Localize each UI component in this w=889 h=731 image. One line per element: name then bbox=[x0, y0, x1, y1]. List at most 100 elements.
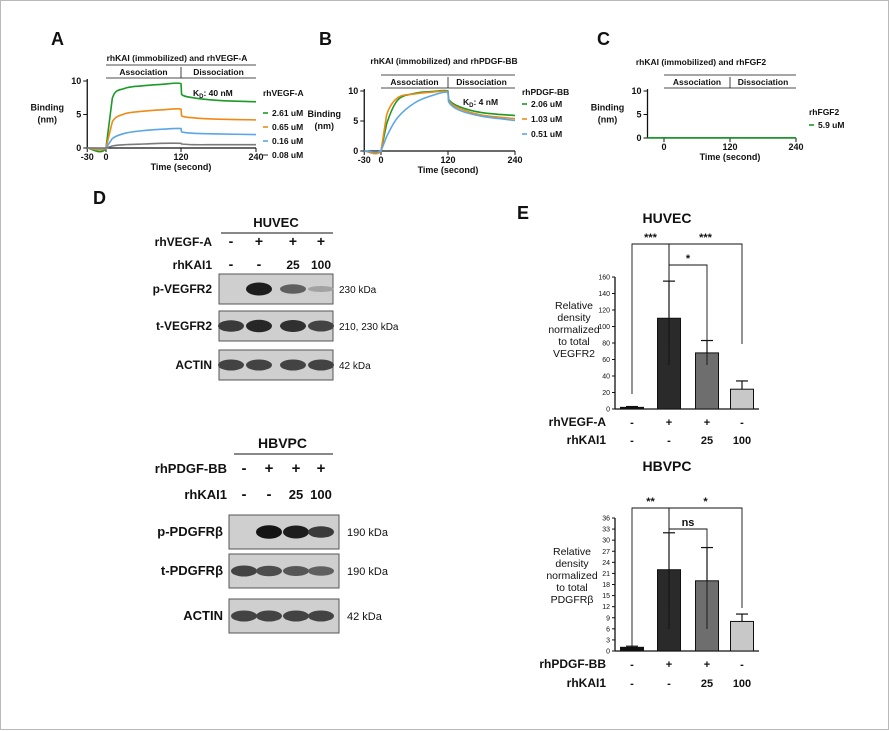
blot-band bbox=[246, 319, 272, 333]
panel-label-e: E bbox=[517, 203, 529, 223]
treatment-label: rhKAI1 bbox=[173, 258, 213, 272]
y-tick-label: 24 bbox=[602, 560, 610, 567]
treatment-value: + bbox=[265, 460, 274, 477]
band-label: t-VEGFR2 bbox=[156, 319, 212, 333]
blot-band bbox=[308, 286, 334, 292]
y-axis-label: Binding bbox=[591, 103, 625, 113]
y-axis-label: Binding bbox=[308, 109, 342, 119]
y-tick-label: 0 bbox=[606, 407, 610, 414]
x-axis-label: Time (second) bbox=[418, 165, 479, 175]
spr-title: rhKAI (immobilized) and rhPDGF-BB bbox=[370, 56, 517, 66]
legend-title: rhFGF2 bbox=[809, 107, 839, 117]
western-blot-huvec: HUVEC rhVEGF-A - + + + rhKAI1 - - 25 100 p-VEGFR2 23… bbox=[153, 215, 399, 381]
y-axis-label-line: Relative bbox=[555, 300, 593, 312]
y-axis-label-line: normalized bbox=[546, 570, 598, 582]
treatment-value: 25 bbox=[286, 258, 300, 272]
y-axis-label: (nm) bbox=[315, 121, 335, 131]
blot-band bbox=[246, 359, 272, 371]
phase-label-dissociation: Dissociation bbox=[456, 77, 507, 87]
phase-label-association: Association bbox=[119, 67, 167, 77]
condition-value: - bbox=[667, 435, 671, 447]
significance-label: * bbox=[686, 253, 691, 265]
condition-label: rhKAI1 bbox=[567, 676, 607, 690]
y-tick-label: 0 bbox=[606, 649, 610, 656]
y-tick-label: 160 bbox=[598, 275, 610, 282]
blot-band bbox=[280, 359, 306, 371]
legend-entry: 2.06 uM bbox=[531, 99, 562, 109]
spr-chart-c: rhKAI (immobilized) and rhFGF2 Associatio… bbox=[591, 57, 845, 162]
legend-entry: 0.16 uM bbox=[272, 136, 303, 146]
spr-chart-b: rhKAI (immobilized) and rhPDGF-BB Associa… bbox=[308, 56, 570, 175]
y-tick-label: 33 bbox=[602, 527, 610, 534]
x-tick-label: 120 bbox=[722, 142, 737, 152]
treatment-value: + bbox=[289, 233, 297, 249]
y-axis-label-line: PDGFRβ bbox=[551, 594, 594, 606]
treatment-value: - bbox=[267, 486, 272, 503]
x-tick-label: -30 bbox=[358, 155, 371, 165]
sensorgram-curve-1 bbox=[87, 107, 257, 151]
y-tick-label: 9 bbox=[606, 615, 610, 622]
y-tick-label: 5 bbox=[76, 110, 81, 120]
y-tick-label: 0 bbox=[76, 143, 81, 153]
legend-title: rhVEGF-A bbox=[263, 88, 304, 98]
blot-band bbox=[231, 565, 257, 577]
condition-value: - bbox=[740, 417, 744, 429]
blot-title: HUVEC bbox=[253, 215, 299, 230]
band-label: ACTIN bbox=[175, 358, 212, 372]
condition-value: + bbox=[704, 417, 710, 429]
legend-entry: 1.03 uM bbox=[531, 114, 562, 124]
blot-title: HBVPC bbox=[258, 435, 307, 451]
treatment-value: 100 bbox=[311, 258, 331, 272]
x-tick-label: 240 bbox=[788, 142, 803, 152]
condition-value: - bbox=[630, 659, 634, 671]
significance-label: *** bbox=[699, 232, 713, 244]
bar bbox=[620, 406, 644, 410]
condition-label: rhKAI1 bbox=[567, 433, 607, 447]
y-axis-label-line: to total bbox=[556, 582, 588, 594]
y-axis-label: (nm) bbox=[598, 115, 618, 125]
y-tick-label: 80 bbox=[602, 341, 610, 348]
condition-label: rhVEGF-A bbox=[549, 415, 607, 429]
x-axis-label: Time (second) bbox=[700, 152, 761, 162]
treatment-value: - bbox=[242, 460, 247, 477]
y-tick-label: 0 bbox=[636, 133, 641, 143]
treatment-value: + bbox=[292, 460, 301, 477]
condition-value: + bbox=[666, 659, 672, 671]
blot-band bbox=[256, 565, 282, 577]
y-tick-label: 40 bbox=[602, 374, 610, 381]
x-axis-label: Time (second) bbox=[151, 162, 212, 172]
legend-entry: 5.9 uM bbox=[818, 120, 844, 130]
treatment-value: - bbox=[242, 486, 247, 503]
blot-band bbox=[308, 566, 334, 576]
y-tick-label: 0 bbox=[353, 146, 358, 156]
panel-label-c: C bbox=[597, 29, 610, 49]
blot-band bbox=[246, 282, 272, 296]
significance-label: *** bbox=[644, 232, 658, 244]
spr-title: rhKAI (immobilized) and rhFGF2 bbox=[636, 57, 767, 67]
treatment-value: - bbox=[229, 256, 234, 272]
legend-entry: 0.08 uM bbox=[272, 150, 303, 160]
band-label: p-PDGFRβ bbox=[157, 524, 223, 539]
y-tick-label: 140 bbox=[598, 291, 610, 298]
treatment-label: rhKAI1 bbox=[184, 487, 227, 502]
band-size: 190 kDa bbox=[347, 527, 389, 539]
y-axis-label-line: Relative bbox=[553, 546, 591, 558]
blot-band bbox=[256, 525, 282, 539]
y-tick-label: 36 bbox=[602, 516, 610, 523]
y-tick-label: 3 bbox=[606, 637, 610, 644]
y-tick-label: 15 bbox=[602, 593, 610, 600]
blot-band bbox=[308, 526, 334, 538]
blot-band bbox=[280, 284, 306, 294]
spr-title: rhKAI (immobilized) and rhVEGF-A bbox=[107, 53, 248, 63]
treatment-label: rhVEGF-A bbox=[155, 235, 213, 249]
y-tick-label: 5 bbox=[353, 116, 358, 126]
blot-band bbox=[308, 359, 334, 371]
blot-band bbox=[231, 610, 257, 622]
y-axis-label: Binding bbox=[31, 103, 65, 113]
significance-label: ns bbox=[682, 517, 695, 529]
blot-band bbox=[283, 525, 309, 539]
